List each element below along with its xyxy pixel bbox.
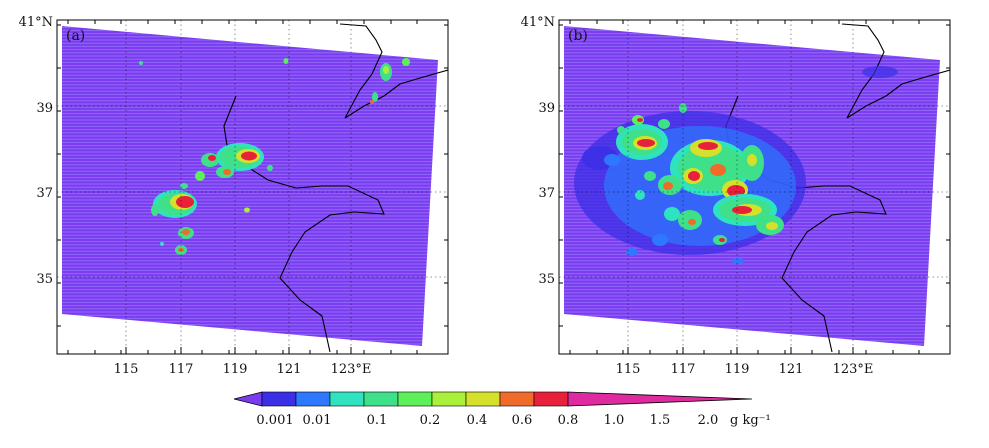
ytick-label-b-39: 39	[538, 101, 555, 116]
panel-label-b: (b)	[568, 28, 588, 44]
xtick-label-b-119: 119	[725, 362, 750, 377]
colorbar-label-1.5: 1.5	[650, 413, 671, 428]
xtick-label-a-121: 121	[277, 362, 302, 377]
map-frame-a	[56, 19, 449, 355]
ytick-label-b-37: 37	[538, 186, 555, 201]
colorbar-bin-6	[431, 391, 467, 407]
colorbar-label-2.0: 2.0	[698, 413, 719, 428]
colorbar-bin-9	[533, 391, 569, 407]
colorbar: 0.001 0.01 0.1 0.2 0.4 0.6 0.8 1.0 1.5 2…	[233, 391, 771, 428]
colorbar-arrow-low	[233, 391, 263, 407]
colorbar-bin-2	[295, 391, 331, 407]
precip-cells-a	[139, 58, 410, 255]
colorbar-label-0.8: 0.8	[558, 413, 579, 428]
colorbar-label-1.0: 1.0	[604, 413, 625, 428]
precip-cells-b	[574, 66, 898, 264]
ytick-label-a-41: 41°N	[19, 15, 53, 30]
xtick-label-b-121: 121	[779, 362, 804, 377]
colorbar-bin-5	[397, 391, 433, 407]
colorbar-label-0.2: 0.2	[420, 413, 441, 428]
colorbar-bin-1	[261, 391, 297, 407]
xtick-label-b-115: 115	[616, 362, 641, 377]
ytick-label-a-39: 39	[36, 101, 53, 116]
colorbar-bin-4	[363, 391, 399, 407]
xtick-label-a-117: 117	[169, 362, 194, 377]
ytick-label-b-41: 41°N	[521, 15, 555, 30]
colorbar-arrow-high	[567, 391, 753, 407]
xtick-label-a-115: 115	[114, 362, 139, 377]
xtick-label-b-123: 123°E	[833, 362, 874, 377]
colorbar-label-0.6: 0.6	[512, 413, 533, 428]
xtick-label-a-119: 119	[223, 362, 248, 377]
ytick-label-b-35: 35	[538, 272, 555, 287]
colorbar-label-0.001: 0.001	[256, 413, 293, 428]
colorbar-bin-8	[499, 391, 535, 407]
colorbar-label-0.01: 0.01	[303, 413, 332, 428]
gridlines-a	[57, 20, 448, 354]
colorbar-unit: g kg⁻¹	[730, 413, 771, 428]
colorbar-bin-7	[465, 391, 501, 407]
gridlines-b	[559, 20, 950, 354]
panel-a: (a) 41°N 39 37 35 115 117 119 121 123°E	[19, 15, 449, 377]
ytick-label-a-35: 35	[36, 272, 53, 287]
xtick-label-b-117: 117	[671, 362, 696, 377]
colorbar-label-0.4: 0.4	[467, 413, 488, 428]
colorbar-label-0.1: 0.1	[367, 413, 388, 428]
ytick-label-a-37: 37	[36, 186, 53, 201]
xtick-label-a-123: 123°E	[331, 362, 372, 377]
ticks-b	[559, 20, 950, 354]
colorbar-bin-3	[329, 391, 365, 407]
panel-label-a: (a)	[66, 28, 85, 44]
ticks-a	[57, 20, 448, 354]
map-frame-b	[558, 19, 951, 355]
panel-b: (b) 41°N 39 37 35 115 117 119 121 123°E	[521, 15, 951, 377]
